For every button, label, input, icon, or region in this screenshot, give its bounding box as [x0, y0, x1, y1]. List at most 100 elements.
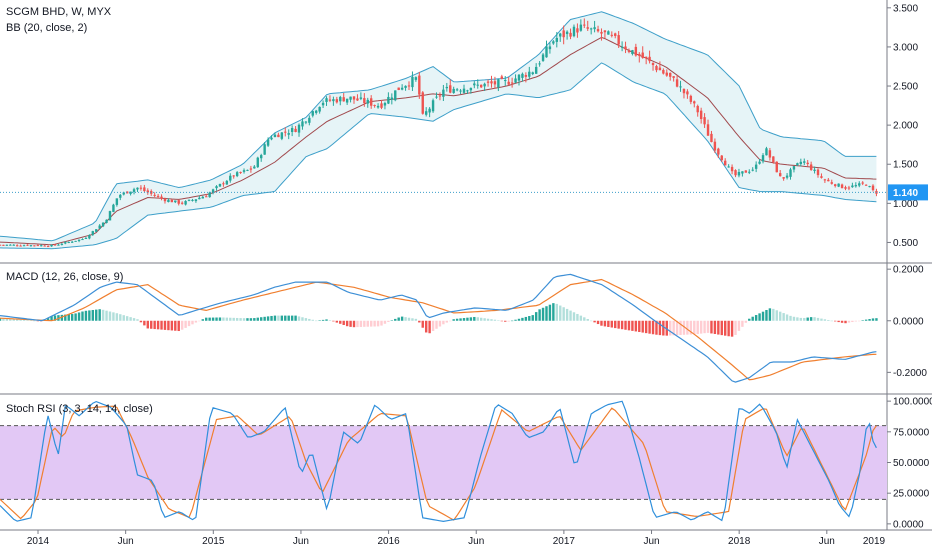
- macd-histogram-bar: [864, 319, 868, 321]
- candle-body: [620, 46, 624, 48]
- candle-body: [352, 96, 356, 100]
- macd-histogram-bar: [476, 317, 479, 321]
- macd-histogram-bar: [682, 320, 686, 335]
- time-axis-label: 2018: [728, 536, 751, 547]
- candle-body: [105, 219, 108, 223]
- candle-body: [837, 183, 840, 187]
- candle-body: [517, 74, 521, 81]
- time-axis-label: 2017: [553, 536, 576, 547]
- candle-body: [143, 187, 146, 191]
- candle-body: [187, 199, 191, 201]
- macd-histogram-bar: [792, 316, 796, 321]
- macd-histogram-bar: [294, 315, 297, 321]
- macd-histogram-bar: [280, 315, 284, 321]
- candle-body: [84, 237, 88, 239]
- macd-histogram-bar: [22, 319, 26, 321]
- symbol-title: SCGM BHD, W, MYX: [6, 6, 112, 18]
- macd-histogram-bar: [665, 320, 668, 336]
- candle-body: [397, 87, 400, 90]
- candle-body: [775, 161, 778, 173]
- candle-body: [528, 71, 531, 77]
- candle-body: [112, 204, 115, 212]
- candle-body: [669, 72, 672, 77]
- time-axis-label: Jun: [643, 536, 659, 547]
- macd-histogram-bar: [875, 318, 878, 321]
- macd-histogram-bar: [301, 317, 304, 321]
- macd-histogram-bar: [545, 306, 548, 321]
- candle-body: [816, 169, 820, 176]
- candle-body: [796, 163, 799, 166]
- stoch-tick-label: 100.0000: [893, 397, 932, 408]
- price-tick-label: 3.000: [893, 42, 918, 53]
- macd-histogram-bar: [610, 320, 613, 328]
- candle-body: [60, 243, 64, 245]
- macd-histogram-bar: [201, 319, 204, 321]
- macd-histogram-bar: [727, 320, 730, 337]
- candle-body: [43, 245, 46, 247]
- macd-histogram-bar: [132, 318, 136, 321]
- candle-body: [77, 239, 81, 241]
- candle-body: [799, 161, 803, 165]
- candle-body: [614, 33, 617, 36]
- macd-histogram-bar: [15, 319, 19, 321]
- macd-histogram-bar: [339, 320, 342, 324]
- macd-histogram-bar: [538, 309, 541, 321]
- macd-histogram-bar: [12, 319, 15, 321]
- macd-histogram-bar: [74, 313, 77, 321]
- macd-histogram-bar: [507, 320, 510, 322]
- candle-body: [476, 84, 479, 86]
- candle-body: [95, 229, 98, 232]
- stoch-k-line: [0, 400, 877, 523]
- candle-body: [315, 110, 318, 113]
- candle-body: [424, 111, 428, 115]
- macd-histogram-bar: [534, 312, 538, 321]
- macd-histogram-bar: [187, 320, 191, 327]
- candle-body: [132, 189, 136, 192]
- macd-histogram-bar: [706, 320, 710, 333]
- macd-histogram-bar: [548, 304, 552, 321]
- candle-body: [156, 195, 160, 197]
- candle-body: [29, 245, 33, 247]
- candle-body: [651, 62, 655, 66]
- macd-histogram-bar: [232, 317, 235, 321]
- macd-histogram-bar: [724, 320, 727, 336]
- candle-body: [548, 46, 552, 50]
- candle-body: [844, 187, 847, 189]
- macd-histogram-bar: [349, 320, 352, 327]
- candle-body: [490, 81, 493, 84]
- candle-body: [177, 200, 180, 204]
- macd-histogram-bar: [222, 317, 225, 321]
- candle-body: [720, 155, 723, 161]
- candle-body: [686, 91, 689, 95]
- candle-body: [19, 245, 22, 247]
- macd-legend: MACD (12, 26, close, 9): [6, 271, 124, 283]
- macd-histogram-bar: [115, 313, 119, 321]
- price-tick-label: 0.500: [893, 238, 918, 249]
- macd-histogram-bar: [627, 320, 631, 331]
- candle-body: [510, 82, 514, 84]
- candle-body: [229, 175, 232, 181]
- macd-histogram-bar: [64, 314, 67, 321]
- candle-body: [500, 76, 504, 79]
- macd-histogram-bar: [689, 320, 693, 335]
- macd-histogram-bar: [479, 317, 483, 321]
- macd-histogram-bar: [290, 315, 294, 321]
- candle-body: [150, 191, 153, 194]
- candle-body: [119, 194, 122, 198]
- macd-histogram-bar: [442, 320, 445, 325]
- time-axis-label: 2019: [863, 536, 886, 547]
- macd-histogram-bar: [418, 320, 421, 323]
- candle-body: [167, 199, 170, 203]
- time-axis-label: 2015: [202, 536, 225, 547]
- candle-body: [758, 161, 761, 164]
- candle-body: [572, 26, 576, 37]
- candle-body: [724, 160, 727, 166]
- macd-histogram-bar: [820, 318, 823, 321]
- macd-histogram-bar: [703, 320, 706, 334]
- candle-body: [380, 103, 383, 108]
- macd-histogram-bar: [686, 320, 689, 335]
- candle-body: [672, 76, 675, 78]
- macd-histogram-bar: [734, 320, 737, 335]
- candle-body: [840, 184, 844, 189]
